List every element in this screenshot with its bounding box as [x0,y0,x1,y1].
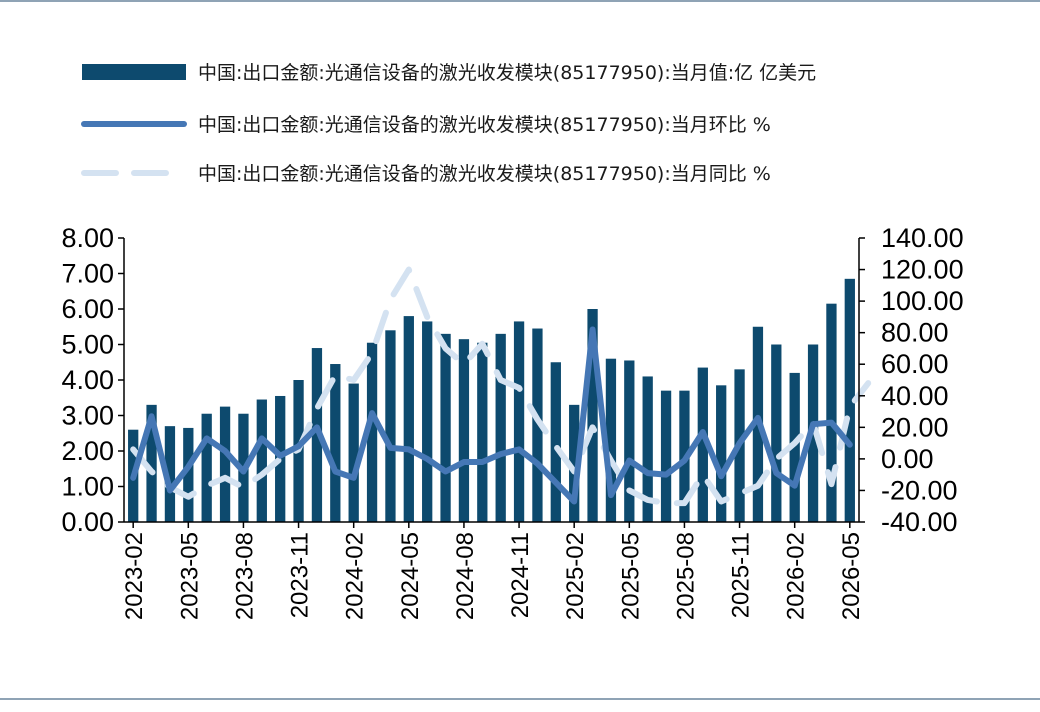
bar [771,344,782,522]
bar [201,413,212,522]
bar [440,333,451,522]
x-tick-label: 2024-11 [507,532,534,618]
right-tick-label: 20.00 [881,412,949,442]
left-tick-label: 1.00 [61,472,114,502]
top-rule [0,0,1040,2]
right-tick-label: 100.00 [881,286,964,316]
legend-yoy-label: 中国:出口金额:光通信设备的激光收发模块(85177950):当月同比 % [198,163,771,185]
bar [569,404,580,522]
yoy-line [130,266,872,507]
left-tick-label: 3.00 [61,401,114,431]
left-tick-label: 2.00 [61,436,114,466]
x-tick-label: 2023-08 [231,532,258,620]
bar [183,427,194,522]
plot-area: 0.00 1.00 2.00 3.00 4.00 5.00 6.00 7.00 8.00 -40.… [61,223,963,620]
left-tick-label: 0.00 [61,507,114,537]
bar [660,390,672,522]
bar [826,303,837,522]
bar [495,333,506,522]
bar [789,372,800,522]
left-tick-label: 5.00 [61,330,114,360]
x-tick-label: 2025-08 [672,532,699,620]
left-tick-label: 6.00 [61,294,114,324]
left-tick-label: 7.00 [61,259,114,289]
bar [403,316,414,522]
bar [330,364,341,522]
bar [513,321,525,522]
x-tick-label: 2024-05 [397,532,424,620]
right-tick-label: -20.00 [881,475,958,505]
bar [477,342,488,522]
bar [605,358,617,522]
bar [146,404,157,522]
bar [256,399,267,522]
bar [385,330,396,522]
bar [164,426,176,522]
bar [366,342,378,522]
bar [422,321,433,522]
x-tick-label: 2025-02 [562,532,589,620]
x-tick-label: 2023-05 [176,532,203,620]
legend-mom-label: 中国:出口金额:光通信设备的激光收发模块(85177950):当月环比 % [198,114,771,136]
bar [642,376,653,522]
bar [716,385,727,522]
x-tick-label: 2025-11 [728,532,755,618]
mom-line [130,326,853,505]
bar [532,328,543,522]
left-tick-label: 4.00 [61,365,114,395]
right-tick-label: 0.00 [881,444,934,474]
right-tick-label: 80.00 [881,318,949,348]
x-tick-label: 2023-11 [287,532,314,618]
x-tick-label: 2026-05 [838,532,865,620]
bar [844,278,855,522]
x-tick-label: 2025-05 [617,532,644,620]
left-tick-label: 8.00 [61,223,114,253]
x-tick-label: 2023-02 [121,532,148,620]
legend-bar-swatch [82,64,186,80]
bottom-rule [0,698,1040,700]
right-tick-label: 40.00 [881,381,949,411]
bar [348,383,359,522]
right-tick-label: 140.00 [881,223,964,253]
right-tick-label: 120.00 [881,255,964,285]
legend: 中国:出口金额:光通信设备的激光收发模块(85177950):当月值:亿 亿美元… [81,62,816,185]
x-tick-label: 2024-02 [342,532,369,620]
bar [219,406,231,522]
bar [697,367,708,522]
bar [624,360,635,522]
right-tick-label: 60.00 [881,349,949,379]
bar [458,339,470,522]
bar [587,309,598,522]
legend-bar-label: 中国:出口金额:光通信设备的激光收发模块(85177950):当月值:亿 亿美元 [198,62,816,84]
right-tick-label: -40.00 [881,507,958,537]
x-tick-label: 2024-08 [452,532,479,620]
bar [550,362,561,522]
x-tick-label: 2026-02 [783,532,810,620]
